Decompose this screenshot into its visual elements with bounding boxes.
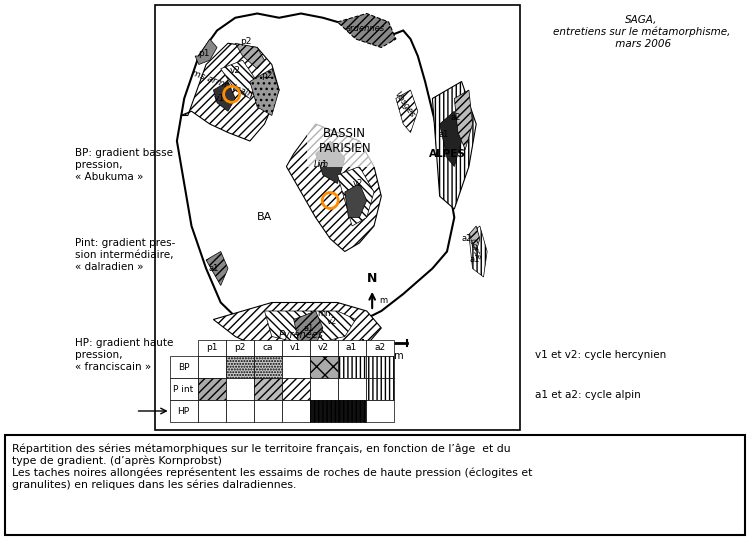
Polygon shape [316,141,345,184]
Text: Vosges: Vosges [393,90,417,119]
Text: a1 et a2: cycle alpin: a1 et a2: cycle alpin [535,390,640,400]
Text: v1: v1 [290,343,302,353]
Text: a2: a2 [462,234,472,243]
Text: HP: HP [178,407,190,415]
Polygon shape [214,82,236,111]
Text: N: N [367,272,377,285]
Bar [338,340,365,356]
Text: m: m [379,296,387,305]
Bar [254,400,281,422]
Bar [197,340,226,356]
Bar [226,356,254,378]
Polygon shape [338,166,374,226]
Polygon shape [206,252,228,286]
Text: p1: p1 [199,49,210,58]
Bar [365,340,394,356]
Polygon shape [214,302,381,357]
Text: v2: v2 [230,66,241,76]
Polygon shape [440,111,461,166]
Text: BASSIN
PARISIEN: BASSIN PARISIEN [319,127,371,155]
Text: BP: BP [178,362,189,372]
Text: Corse: Corse [466,238,482,261]
Bar [155,5,520,430]
Bar [170,378,197,400]
Polygon shape [236,43,265,69]
Text: 100 km: 100 km [367,351,404,361]
Text: BP: gradient basse
pression,
« Abukuma »: BP: gradient basse pression, « Abukuma » [75,148,173,181]
Bar [338,378,365,400]
Text: p2: p2 [241,37,252,45]
Text: a1: a1 [346,343,357,353]
Polygon shape [220,60,257,98]
Polygon shape [469,226,488,277]
Polygon shape [454,90,472,150]
Bar [281,378,310,400]
Bar [170,400,197,422]
Polygon shape [177,14,454,345]
Bar [281,356,310,378]
Polygon shape [294,311,323,354]
Text: v1: v1 [318,160,328,169]
Polygon shape [338,14,396,48]
Text: SAGA,
entretiens sur le métamorphisme,
 mars 2006: SAGA, entretiens sur le métamorphisme, m… [553,15,730,49]
Bar [365,400,394,422]
Bar [197,378,226,400]
Text: ms armoricain: ms armoricain [190,68,254,99]
Bar [310,378,338,400]
Bar [310,400,338,422]
Text: ardennes: ardennes [345,24,385,33]
Text: BA: BA [256,213,272,222]
Bar [226,340,254,356]
Bar [226,378,254,400]
Text: Lim: Lim [314,160,328,169]
Text: ca: ca [262,343,273,353]
Bar [310,340,338,356]
Text: v2: v2 [327,317,338,326]
Bar [365,378,394,400]
Bar [5,435,745,535]
Polygon shape [286,124,381,252]
Bar [254,340,281,356]
Polygon shape [396,90,418,132]
Text: p2: p2 [261,71,272,79]
Bar [254,356,281,378]
Text: a1: a1 [209,264,218,273]
Polygon shape [250,69,279,116]
Bar [281,340,310,356]
Text: P int: P int [173,384,194,394]
Text: a2: a2 [374,343,386,353]
Text: a2: a2 [451,113,461,122]
Text: v2: v2 [352,179,363,188]
Text: v1 et v2: cycle hercynien: v1 et v2: cycle hercynien [535,350,666,360]
Text: a1: a1 [303,325,313,333]
Bar [197,356,226,378]
Bar [281,400,310,422]
Bar [170,356,197,378]
Text: p2: p2 [234,343,245,353]
Text: p1: p1 [206,343,218,353]
Polygon shape [181,43,279,141]
Bar [338,356,365,378]
Polygon shape [469,226,480,252]
Text: Répartition des séries métamorphiques sur le territoire français, en fonction de: Répartition des séries métamorphiques su… [12,443,532,490]
Text: mn: mn [317,309,331,318]
Text: a1: a1 [438,130,448,139]
Bar [226,400,254,422]
Bar [254,378,281,400]
Bar [365,356,394,378]
Text: a1: a1 [470,255,479,265]
Polygon shape [265,311,356,345]
Text: HP: gradient haute
pression,
« franciscain »: HP: gradient haute pression, « francisca… [75,339,173,372]
Bar [197,400,226,422]
Text: v1: v1 [213,94,224,103]
Text: Pint: gradient pres-
sion intermédiaire,
« dalradien »: Pint: gradient pres- sion intermédiaire,… [75,238,176,272]
Polygon shape [195,39,217,64]
Polygon shape [345,184,367,218]
Bar [310,356,338,378]
Text: Pyrénées: Pyrénées [278,329,323,340]
Text: v2: v2 [318,343,329,353]
Bar [338,400,365,422]
Polygon shape [433,82,476,209]
Text: ALPES: ALPES [428,148,466,159]
